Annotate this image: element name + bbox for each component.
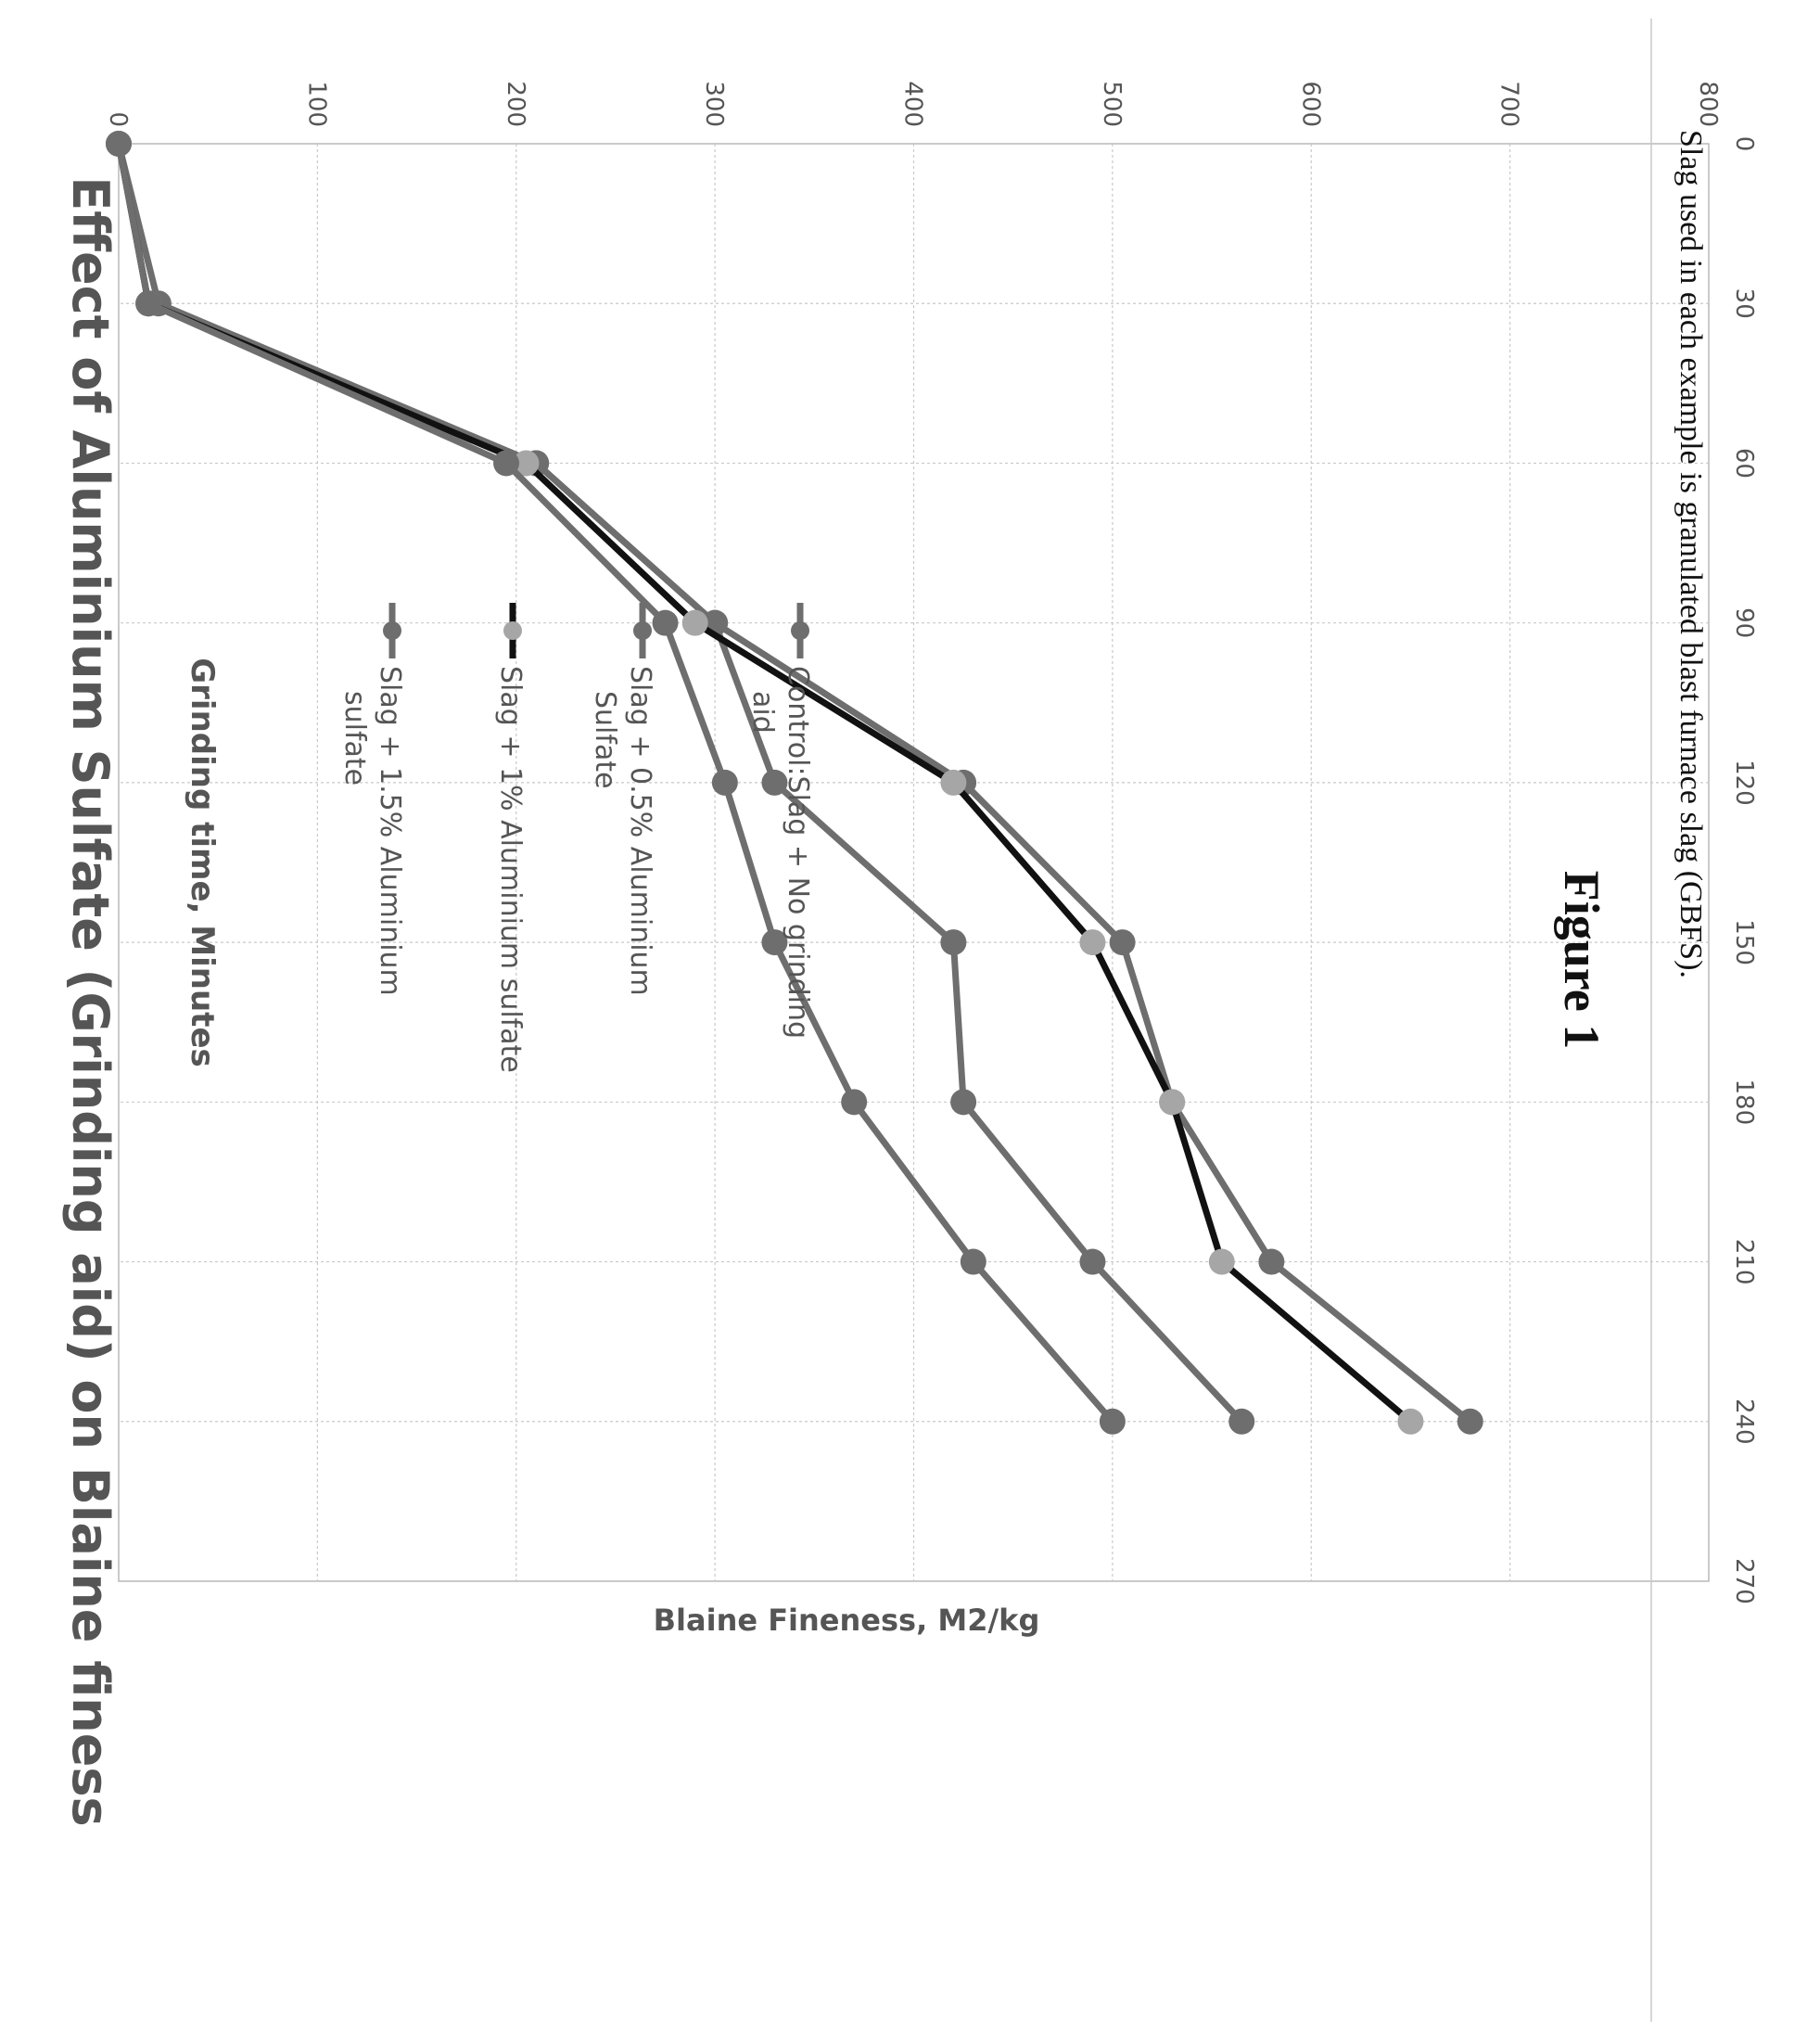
x-tick-label: 90 (1730, 607, 1758, 638)
data-point (761, 929, 788, 956)
data-point (960, 1248, 986, 1275)
y-tick-label: 300 (700, 81, 728, 127)
data-point (1159, 1089, 1186, 1116)
legend-item-1pct: Slag + 1% Aluminium sulfate (494, 603, 527, 1073)
x-tick-label: 210 (1730, 1239, 1758, 1285)
legend-swatch-marker (791, 621, 809, 640)
y-tick-label: 600 (1296, 81, 1324, 127)
gridlines (119, 144, 1709, 1581)
data-point (135, 290, 162, 317)
x-tick-label: 60 (1730, 448, 1758, 479)
legend-label-line2: sulfate (338, 691, 371, 786)
legend-label-line1: Slag + 1.5% Aluminium (374, 666, 406, 996)
x-tick-label: 150 (1730, 919, 1758, 965)
legend-label-line1: Slag + 0.5% Aluminium (624, 666, 656, 996)
series-layer (106, 131, 1483, 1435)
y-tick-label: 0 (104, 111, 132, 127)
data-point (513, 450, 540, 477)
legend-item-control: Control:Slag + No grinding aid (746, 603, 814, 1048)
data-point (761, 769, 788, 796)
y-axis-label: Blaine Fineness, M2/kg (654, 1603, 1040, 1638)
x-axis-label: Grinding time, Minutes (184, 658, 221, 1067)
legend-item-1-5pct: Slag + 1.5% Aluminium sulfate (338, 603, 406, 1004)
y-tick-label: 100 (302, 81, 330, 127)
data-point (940, 769, 967, 796)
legend-label: Slag + 0.5% Aluminium Sulfate (589, 666, 656, 1004)
data-point (940, 929, 967, 956)
data-point (106, 131, 132, 157)
y-tick-label: 200 (502, 81, 529, 127)
data-point (711, 769, 738, 796)
legend: Control:Slag + No grinding aid Slag + 0.… (338, 603, 814, 1073)
legend-item-0-5pct: Slag + 0.5% Aluminium Sulfate (589, 603, 656, 1004)
data-point (652, 609, 679, 636)
chart-title: Effect of Aluminium Sulfate (Grinding ai… (61, 176, 120, 1826)
legend-label-line2: Sulfate (589, 691, 621, 789)
x-tick-label: 180 (1730, 1079, 1758, 1126)
y-axis-ticks: 0 100 200 300 400 500 600 700 800 (104, 81, 1722, 127)
caption-note: Slag used in each example is granulated … (1674, 130, 1708, 978)
x-tick-label: 30 (1730, 288, 1758, 319)
x-tick-label: 270 (1730, 1558, 1758, 1604)
y-tick-label: 400 (899, 81, 927, 127)
x-axis-ticks: 0 30 60 90 120 150 180 210 240 270 (1730, 136, 1758, 1604)
legend-label-line1: Control:Slag + No grinding (782, 666, 814, 1039)
y-tick-label: 500 (1098, 81, 1126, 127)
y-tick-label: 800 (1694, 81, 1722, 127)
data-point (1079, 1248, 1106, 1275)
legend-label: Control:Slag + No grinding aid (746, 666, 814, 1048)
data-point (1258, 1248, 1285, 1275)
data-point (1109, 929, 1136, 956)
legend-swatch-marker (383, 621, 401, 640)
y-tick-label: 700 (1495, 81, 1523, 127)
legend-swatch-marker (633, 621, 652, 640)
data-point (681, 609, 708, 636)
figure-label: Figure 1 (1554, 871, 1610, 1049)
legend-label: Slag + 1.5% Aluminium sulfate (338, 666, 406, 1004)
series-4 (106, 131, 1126, 1435)
legend-swatch-marker (503, 621, 522, 640)
data-point (1228, 1408, 1255, 1435)
data-point (1457, 1408, 1483, 1435)
data-point (950, 1089, 977, 1116)
data-point (841, 1089, 868, 1116)
x-tick-label: 120 (1730, 760, 1758, 806)
data-point (1208, 1248, 1235, 1275)
data-point (1099, 1408, 1126, 1435)
data-point (1397, 1408, 1424, 1435)
x-tick-label: 240 (1730, 1399, 1758, 1445)
data-point (493, 450, 520, 477)
legend-label: Slag + 1% Aluminium sulfate (494, 666, 527, 1073)
x-tick-label: 0 (1730, 136, 1758, 152)
legend-label-line2: aid (746, 691, 779, 734)
data-point (1079, 929, 1106, 956)
